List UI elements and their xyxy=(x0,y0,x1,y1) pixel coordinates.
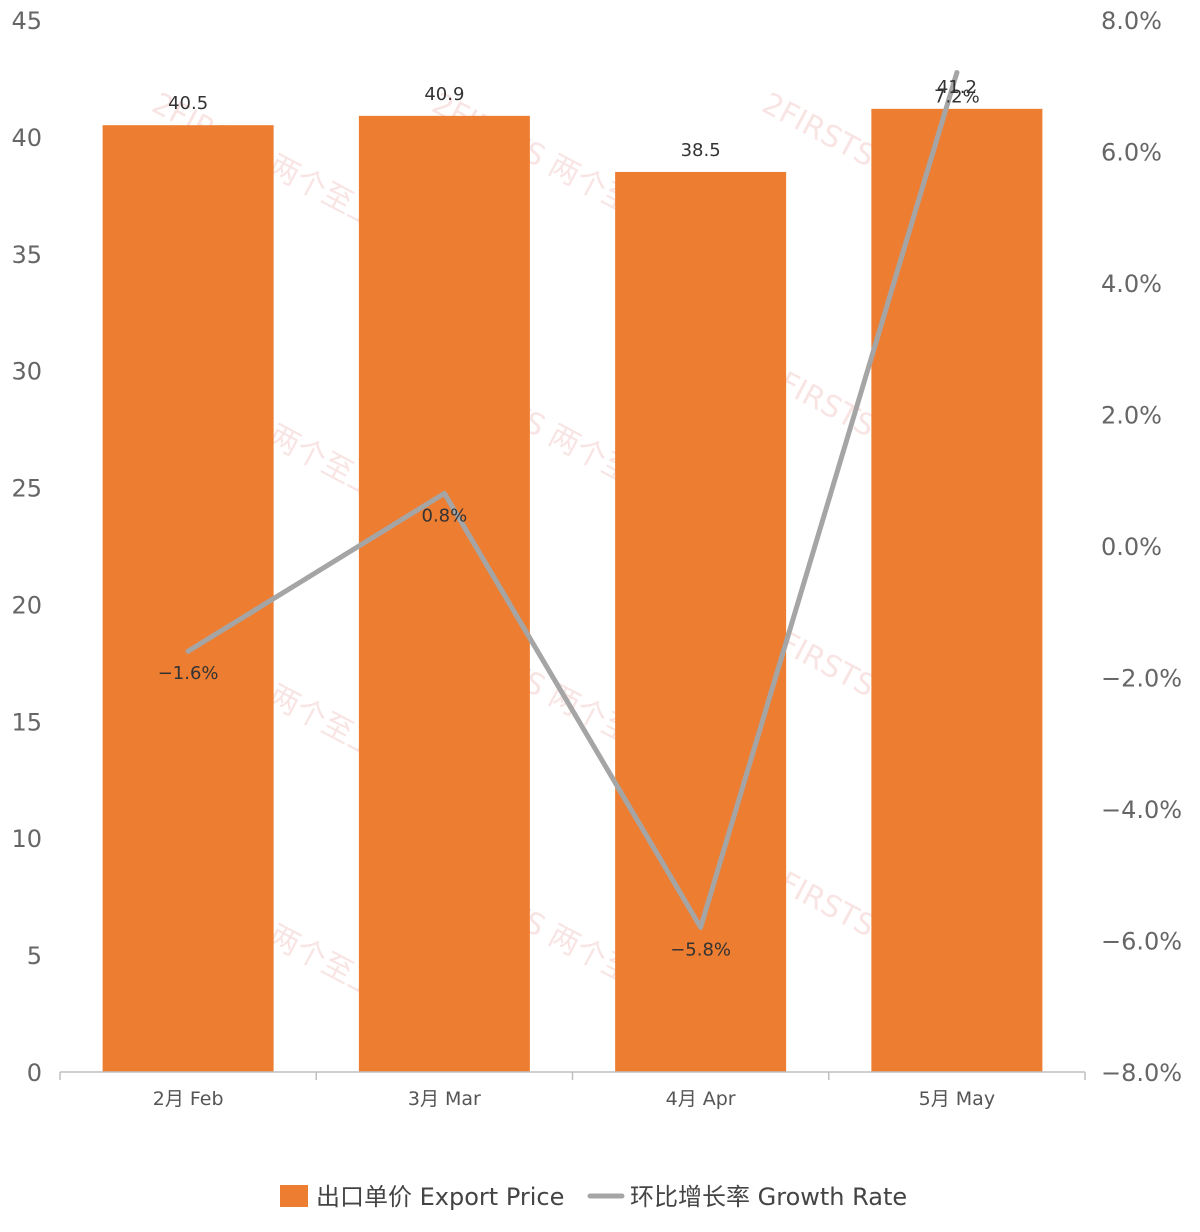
bar-value-label: 40.9 xyxy=(424,84,464,105)
y-right-tick-label: 4.0% xyxy=(1101,270,1162,298)
y-left-tick-label: 20 xyxy=(11,591,42,619)
growth-rate-line xyxy=(185,70,960,930)
y-left-tick-label: 35 xyxy=(11,241,42,269)
y-right-tick-label: 0.0% xyxy=(1101,533,1162,561)
y-right-tick-label: 8.0% xyxy=(1101,7,1162,35)
y-right-tick-label: −2.0% xyxy=(1101,665,1182,693)
line-series xyxy=(185,70,960,930)
x-tick-label: 5月 May xyxy=(919,1088,995,1110)
bar-value-label: 38.5 xyxy=(681,140,721,161)
growth-rate-label: 7.2% xyxy=(934,87,980,108)
bar-value-label: 40.5 xyxy=(168,93,208,114)
growth-rate-point xyxy=(441,490,447,496)
bar-3 xyxy=(615,171,787,1072)
bar-series xyxy=(102,108,1043,1073)
legend: 出口单价 Export Price 环比增长率 Growth Rate xyxy=(280,1183,907,1211)
y-left-tick-label: 25 xyxy=(11,475,42,503)
y-left-tick-label: 10 xyxy=(11,825,42,853)
x-tick-label: 2月 Feb xyxy=(153,1088,224,1110)
y-right-tick-label: 2.0% xyxy=(1101,402,1162,430)
y-left-tick-label: 40 xyxy=(11,124,42,152)
y-right-tick-label: 6.0% xyxy=(1101,139,1162,167)
bar-4 xyxy=(871,108,1043,1072)
y-right-tick-label: −8.0% xyxy=(1101,1059,1182,1087)
growth-rate-point xyxy=(185,648,191,654)
y-left-tick-label: 30 xyxy=(11,358,42,386)
growth-rate-label: 0.8% xyxy=(422,505,468,526)
data-labels: 40.5 40.9 38.5 41.2 −1.6% 0.8% −5.8% 7.2% xyxy=(158,77,980,961)
x-tick-label: 4月 Apr xyxy=(666,1088,736,1110)
y-left-tick-label: 45 xyxy=(11,7,42,35)
legend-label-export-price: 出口单价 Export Price xyxy=(316,1183,564,1211)
legend-label-growth-rate: 环比增长率 Growth Rate xyxy=(630,1183,907,1211)
x-tick-label: 3月 Mar xyxy=(408,1088,481,1110)
growth-rate-label: −5.8% xyxy=(670,939,731,960)
growth-rate-point xyxy=(954,70,960,76)
bar-value-label: 41.2 xyxy=(937,77,977,98)
legend-swatch-export-price xyxy=(280,1185,308,1207)
growth-rate-point xyxy=(698,924,704,930)
y-left-tick-label: 0 xyxy=(27,1059,42,1087)
axes: 2月 Feb 3月 Mar 4月 Apr 5月 May 0 5 10 15 20 25 30 35 40… xyxy=(11,7,1182,1110)
y-right-tick-label: −6.0% xyxy=(1101,928,1182,956)
y-left-tick-label: 5 xyxy=(27,942,42,970)
bar-1 xyxy=(102,125,274,1072)
growth-rate-label: −1.6% xyxy=(158,663,219,684)
y-left-tick-label: 15 xyxy=(11,708,42,736)
y-right-tick-label: −4.0% xyxy=(1101,796,1182,824)
